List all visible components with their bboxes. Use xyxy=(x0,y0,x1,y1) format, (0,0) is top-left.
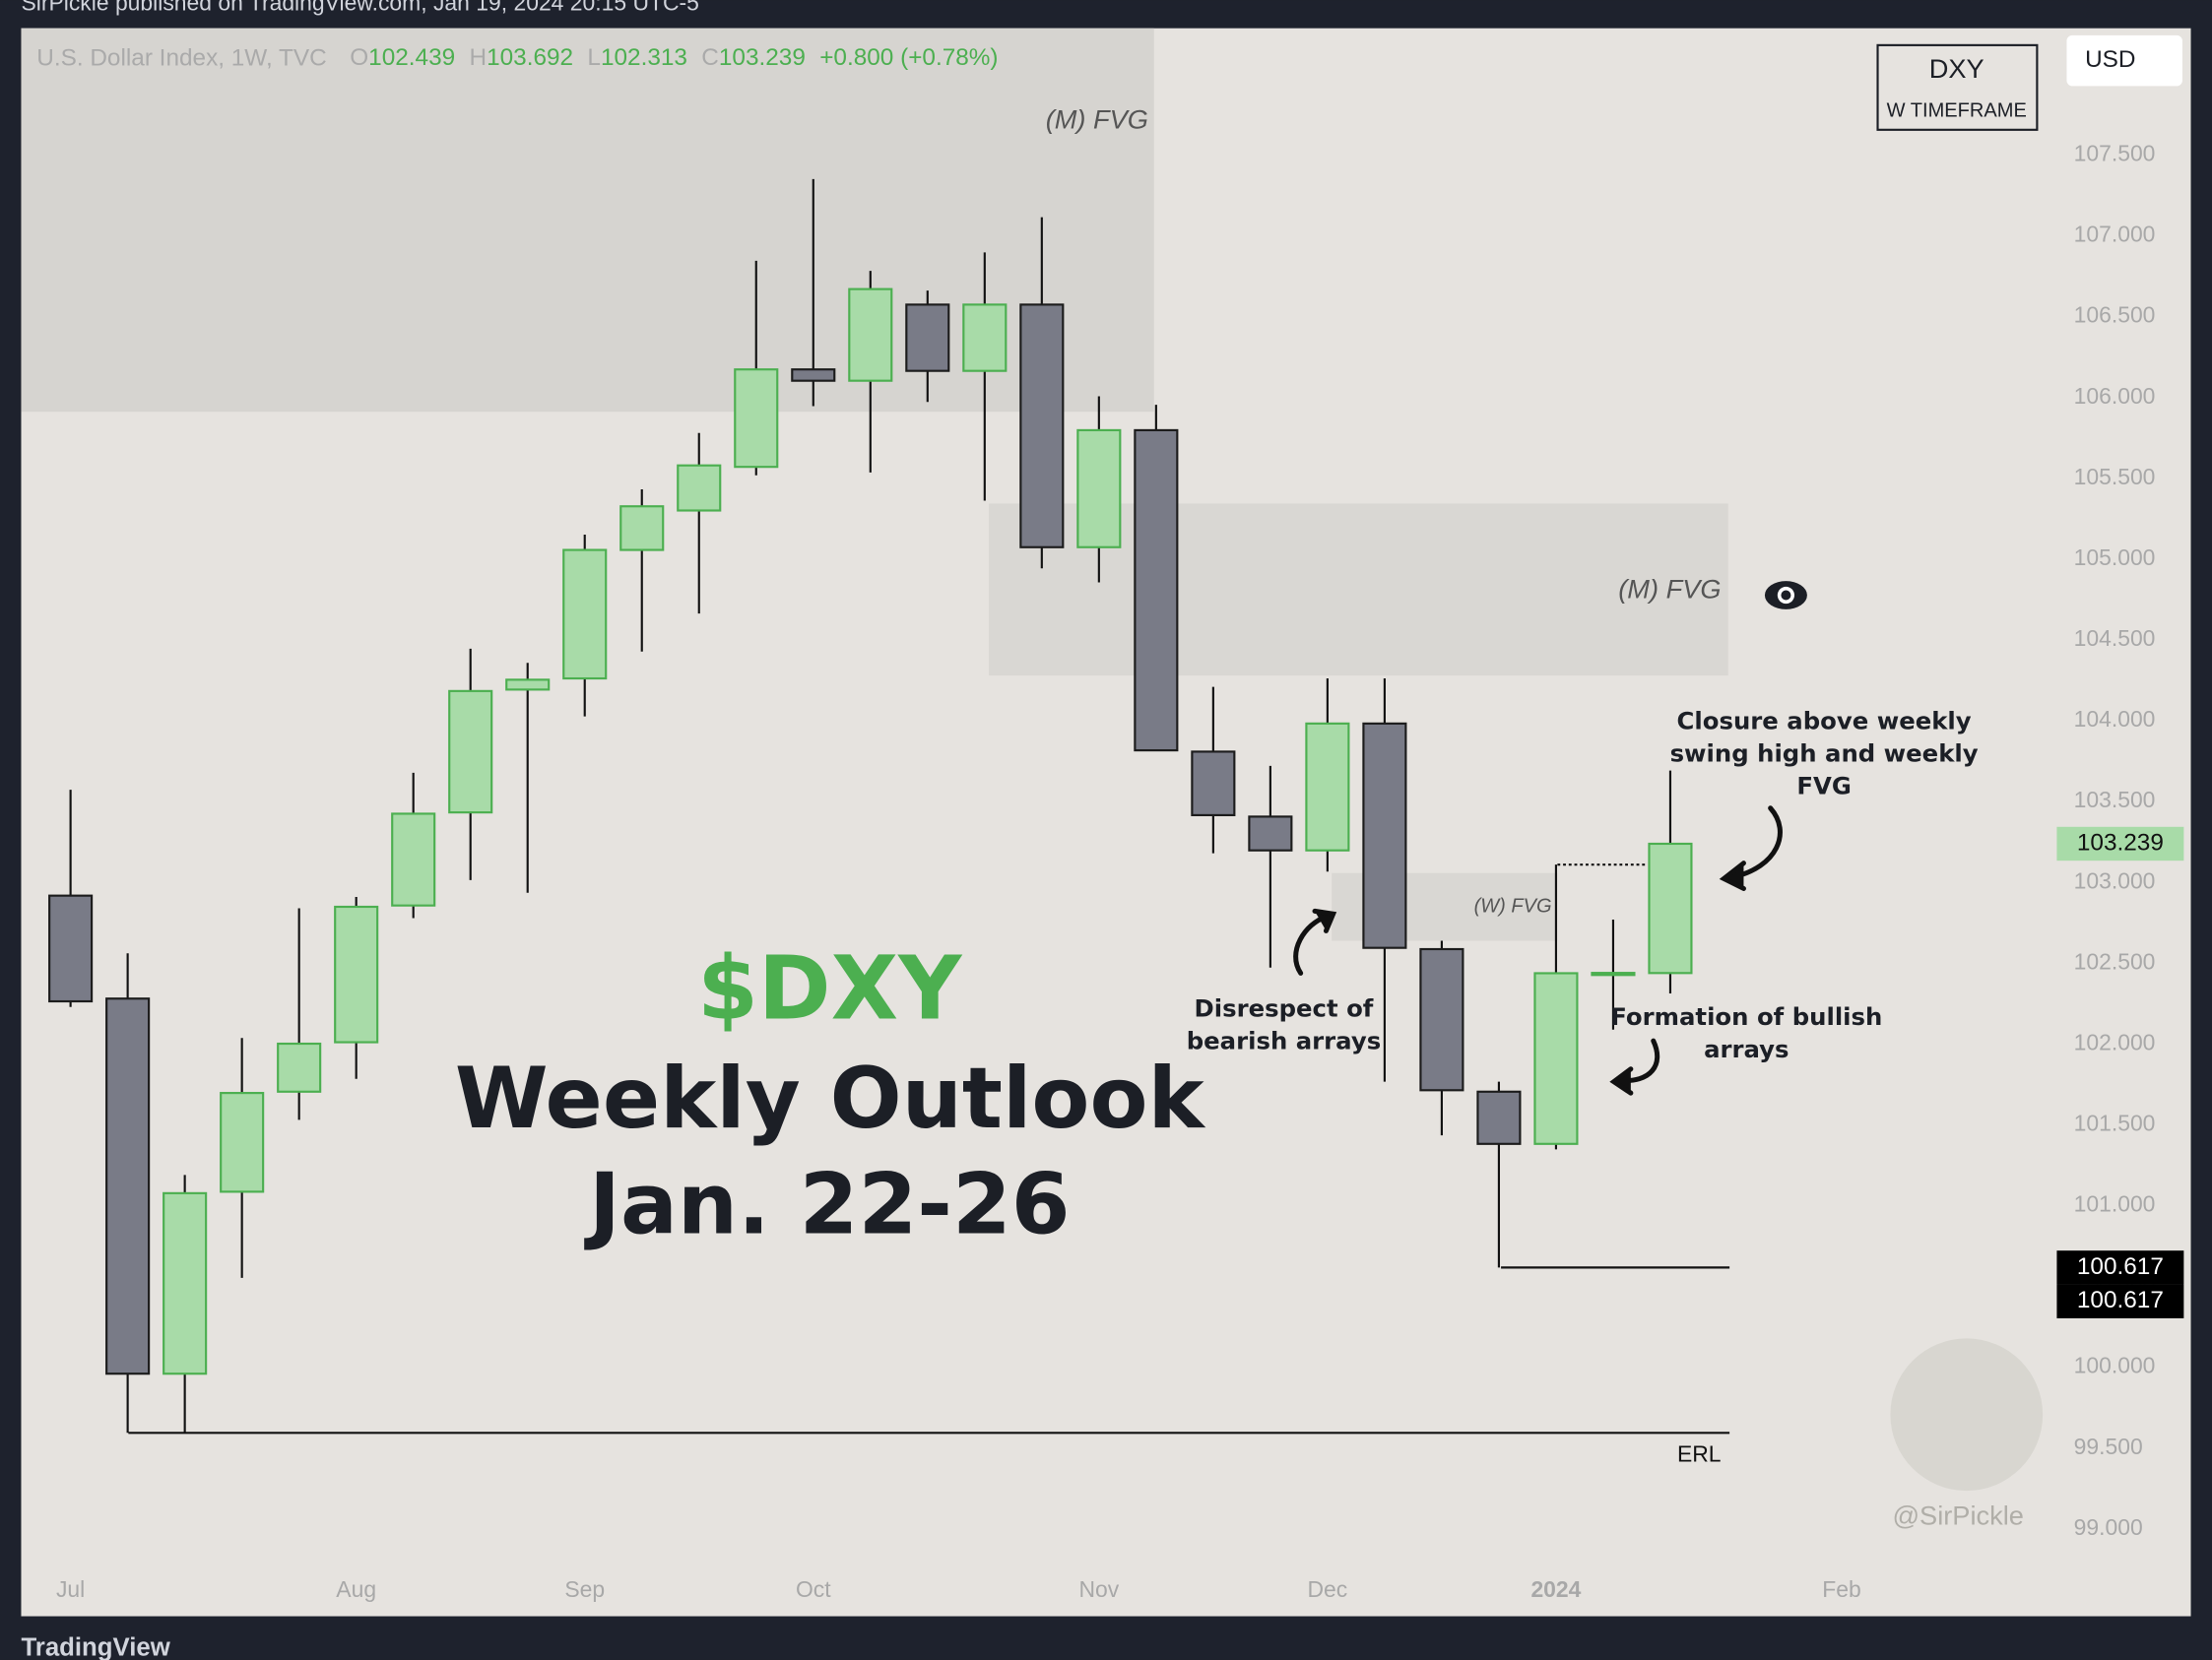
y-tick-label: 99.500 xyxy=(2074,1434,2143,1459)
x-tick-label: Dec xyxy=(1308,1576,1348,1602)
candle-body xyxy=(1533,972,1579,1145)
candle-body xyxy=(1476,1090,1522,1145)
ohlc-value: 103.692 xyxy=(487,45,573,72)
x-tick-label: Sep xyxy=(564,1576,605,1602)
annotation: bearish arrays xyxy=(1187,1027,1381,1055)
currency-button[interactable] xyxy=(2066,34,2182,87)
published-line: SirPickle published on TradingView.com, … xyxy=(21,0,698,15)
candle-body xyxy=(391,812,436,907)
candle-body xyxy=(1648,842,1693,975)
y-tick-label: 107.500 xyxy=(2074,141,2156,166)
y-tick-label: 107.000 xyxy=(2074,222,2156,247)
candle-body xyxy=(677,464,722,512)
y-tick-label: 104.500 xyxy=(2074,625,2156,651)
x-tick-label: Nov xyxy=(1078,1576,1119,1602)
candle-body xyxy=(277,1042,322,1093)
subtitle: Jan. 22-26 xyxy=(584,1155,1071,1253)
ohlc-key: H xyxy=(469,45,487,72)
price-label: 100.617 xyxy=(2077,1253,2164,1280)
x-tick-label: 2024 xyxy=(1530,1576,1581,1602)
candle-body xyxy=(619,505,665,551)
annotation: swing high and weekly xyxy=(1670,738,1979,767)
candle-body xyxy=(1134,428,1179,752)
candle-body xyxy=(105,997,151,1375)
ohlc-value: 103.239 xyxy=(719,45,806,72)
candle-body xyxy=(1076,428,1122,548)
ohlc-legend: O102.439 H103.692 L102.313 C103.239 +0.800 (… xyxy=(350,45,998,72)
y-tick-label: 99.000 xyxy=(2074,1514,2143,1540)
y-tick-label: 106.500 xyxy=(2074,302,2156,328)
x-tick-label: Oct xyxy=(796,1576,831,1602)
y-tick-label: 103.500 xyxy=(2074,787,2156,812)
y-tick-label: 100.000 xyxy=(2074,1353,2156,1378)
ohlc-value: 102.439 xyxy=(368,45,455,72)
candle-body xyxy=(334,905,379,1044)
y-tick-label: 102.000 xyxy=(2074,1029,2156,1054)
annotation: Formation of bullish xyxy=(1610,1002,1882,1031)
y-tick-label: 106.000 xyxy=(2074,383,2156,409)
price-label: 100.617 xyxy=(2077,1287,2164,1313)
candle-body xyxy=(48,894,94,1003)
candle-body xyxy=(1362,722,1407,949)
arrows xyxy=(1293,805,1783,1096)
x-tick-label: Jul xyxy=(56,1576,85,1602)
ohlc-key: C xyxy=(701,45,719,72)
y-tick-label: 101.000 xyxy=(2074,1191,2156,1217)
candle-body xyxy=(163,1191,208,1375)
y-tick-label: 104.000 xyxy=(2074,706,2156,732)
zone-label: (M) FVG xyxy=(1618,573,1721,604)
logo-watermark xyxy=(1890,1338,2044,1492)
candle-body xyxy=(505,678,551,691)
candle-body xyxy=(734,368,779,469)
y-tick-label: 105.500 xyxy=(2074,464,2156,489)
eye-icon xyxy=(1764,581,1807,609)
y-tick-label: 103.000 xyxy=(2074,867,2156,893)
ohlc-key: O xyxy=(350,45,368,72)
y-tick-label: 101.500 xyxy=(2074,1110,2156,1135)
candle-body xyxy=(962,303,1008,372)
price-label: 103.239 xyxy=(2077,829,2164,856)
symbol: DXY xyxy=(1929,53,1984,84)
candle-body xyxy=(448,689,493,814)
watermark: @SirPickle xyxy=(1892,1500,2023,1530)
annotation: FVG xyxy=(1796,771,1851,799)
candle-body xyxy=(562,548,608,680)
ohlc-value: 102.313 xyxy=(601,45,687,72)
title: $DXY xyxy=(697,937,963,1039)
annotation: Closure above weekly xyxy=(1677,706,1972,734)
timeframe: W TIMEFRAME xyxy=(1887,99,2027,121)
y-tick-label: 105.000 xyxy=(2074,544,2156,570)
candle-body xyxy=(1248,815,1293,852)
x-tick-label: Feb xyxy=(1822,1576,1860,1602)
price-label-box xyxy=(2056,1284,2184,1318)
candle-body xyxy=(1305,722,1350,852)
instrument: U.S. Dollar Index, 1W, TVC xyxy=(36,45,326,72)
zone-label: (W) FVG xyxy=(1474,895,1552,917)
level-label: ERL xyxy=(1677,1440,1722,1466)
y-tick-label: 102.500 xyxy=(2074,948,2156,974)
annotation: Disrespect of xyxy=(1195,994,1374,1023)
candle-body xyxy=(1591,972,1636,977)
brand: TradingView xyxy=(21,1633,170,1660)
change: +0.800 (+0.78%) xyxy=(819,45,998,72)
plot: (M) FVG (M) FVG (W) FVG 99.000 99.500 100.000… xyxy=(21,28,2184,1602)
symbol-box xyxy=(1876,43,2039,131)
annotation: arrays xyxy=(1704,1035,1789,1063)
currency[interactable]: USD xyxy=(2085,46,2135,73)
subtitle: Weekly Outlook xyxy=(455,1050,1206,1148)
candle-body xyxy=(791,368,836,382)
ohlc-key: L xyxy=(587,45,601,72)
candle-body xyxy=(848,287,893,382)
candle-body xyxy=(1419,947,1464,1092)
candle-body xyxy=(905,303,950,372)
candle-body xyxy=(220,1092,265,1193)
price-label-box xyxy=(2056,826,2184,862)
price-label-box xyxy=(2056,1250,2184,1285)
x-tick-label: Aug xyxy=(336,1576,376,1602)
zone-label: (M) FVG xyxy=(1046,103,1148,134)
candle-body xyxy=(1019,303,1065,548)
candle-body xyxy=(1191,750,1236,816)
